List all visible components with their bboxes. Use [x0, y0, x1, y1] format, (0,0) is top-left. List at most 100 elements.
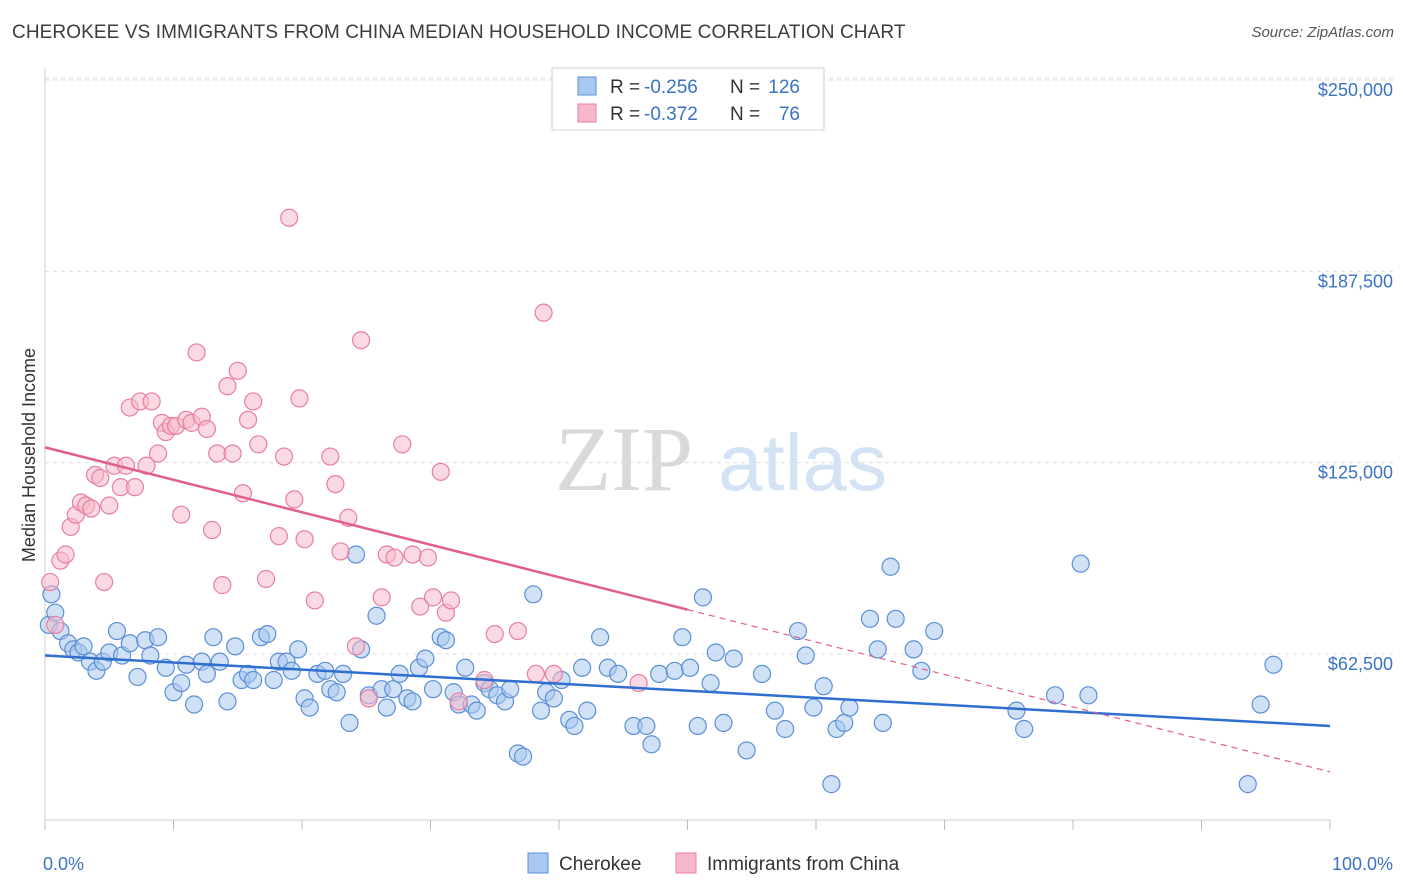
- legend-swatch-cherokee: [577, 76, 597, 96]
- china-point: [441, 591, 461, 610]
- china-point: [449, 692, 468, 711]
- cherokee-point: [881, 557, 900, 576]
- cherokee-point: [873, 713, 892, 732]
- china-point: [431, 462, 450, 481]
- china-point: [326, 474, 345, 494]
- y-tick-label-0: $62,500: [1328, 654, 1393, 674]
- cherokee-point: [436, 631, 456, 650]
- legend-n-value-1: 126: [768, 77, 800, 98]
- cherokee-point: [1071, 554, 1090, 573]
- cherokee-point: [244, 670, 263, 690]
- cherokee-point: [258, 625, 277, 644]
- cherokee-point: [184, 695, 204, 714]
- china-point: [423, 588, 443, 607]
- cherokee-point: [835, 713, 854, 732]
- cherokee-point: [642, 735, 661, 754]
- gridlines: [45, 77, 1395, 655]
- y-tick-label-1: $125,000: [1318, 463, 1393, 483]
- cherokee-point: [340, 713, 359, 732]
- china-point: [256, 569, 276, 589]
- cherokee-point: [1079, 686, 1098, 705]
- cherokee-point: [120, 634, 139, 653]
- china-point: [82, 499, 101, 518]
- x-tick-label-max: 100.0%: [1332, 854, 1393, 874]
- china-point: [290, 389, 309, 408]
- cherokee-point: [1015, 719, 1034, 739]
- china-point: [197, 419, 217, 439]
- china-point: [244, 392, 263, 411]
- cherokee-point: [788, 621, 808, 641]
- china-point: [95, 572, 114, 592]
- cherokee-point: [680, 658, 700, 677]
- cherokee-point: [822, 775, 841, 794]
- watermark: ZIP atlas: [555, 408, 887, 510]
- china-point: [223, 444, 242, 463]
- cherokee-point: [327, 683, 346, 702]
- china-point: [321, 447, 340, 466]
- cherokee-trendline: [44, 654, 1331, 728]
- cherokee-point: [226, 637, 245, 656]
- cherokee-point: [416, 649, 435, 668]
- bottom-legend: Cherokee Immigrants from China: [527, 852, 900, 875]
- china-point: [172, 505, 191, 524]
- legend-r-label-2: R =: [610, 104, 640, 125]
- cherokee-point: [513, 747, 533, 766]
- legend-r-value-2: -0.372: [644, 104, 698, 125]
- cherokee-point: [524, 585, 543, 604]
- cherokee-point: [737, 741, 756, 760]
- china-point: [46, 615, 65, 635]
- bottom-legend-swatch-cherokee: [527, 852, 549, 874]
- cherokee-point: [650, 664, 669, 683]
- cherokee-point: [423, 680, 443, 699]
- china-point: [187, 343, 206, 362]
- cherokee-point: [1045, 686, 1065, 705]
- legend-box: R = -0.256 N = 126 R = -0.372 N = 76: [551, 67, 825, 131]
- china-point: [393, 435, 412, 454]
- cherokee-point: [706, 643, 725, 662]
- cherokee-point: [264, 670, 283, 690]
- watermark-atlas: atlas: [718, 418, 887, 507]
- y-tick-labels: $62,500 $125,000 $187,500 $250,000: [1318, 80, 1393, 674]
- y-tick-label-2: $187,500: [1318, 271, 1393, 291]
- cherokee-point: [456, 658, 475, 677]
- legend-r-label-1: R =: [610, 77, 640, 98]
- china-point: [305, 591, 324, 610]
- cherokee-point: [693, 588, 713, 607]
- legend-n-label-2: N =: [730, 104, 760, 125]
- china-point: [41, 572, 60, 592]
- china-point: [352, 331, 371, 350]
- china-point: [228, 361, 247, 380]
- cherokee-point: [578, 701, 597, 720]
- watermark-zip: ZIP: [555, 408, 693, 510]
- china-point: [346, 637, 366, 656]
- cherokee-point: [925, 621, 944, 641]
- cherokee-point: [544, 689, 563, 708]
- cherokee-point: [367, 606, 386, 625]
- china-point: [148, 444, 168, 463]
- china-point: [218, 377, 237, 396]
- china-point: [280, 208, 299, 227]
- cherokee-point: [591, 628, 610, 647]
- cherokee-point: [796, 646, 815, 665]
- cherokee-point: [886, 609, 905, 628]
- cherokee-point: [289, 640, 308, 659]
- cherokee-point: [840, 698, 859, 717]
- china-point: [269, 527, 288, 546]
- china-trendline-extension: [687, 609, 1331, 773]
- cherokee-point: [531, 701, 551, 720]
- cherokee-point: [1238, 775, 1257, 794]
- cherokee-point: [128, 667, 147, 687]
- china-point: [385, 548, 404, 567]
- y-tick-label-3: $250,000: [1318, 80, 1393, 100]
- legend-swatch-china: [577, 103, 597, 123]
- cherokee-point: [752, 664, 772, 683]
- x-tick-label-min: 0.0%: [43, 854, 84, 874]
- series-china: [41, 208, 648, 711]
- legend-n-value-2: 76: [779, 104, 800, 125]
- cherokee-point: [148, 628, 168, 647]
- bottom-legend-label-china: Immigrants from China: [707, 854, 900, 875]
- bottom-legend-swatch-china: [675, 852, 697, 874]
- china-point: [359, 689, 378, 708]
- china-point: [485, 625, 504, 644]
